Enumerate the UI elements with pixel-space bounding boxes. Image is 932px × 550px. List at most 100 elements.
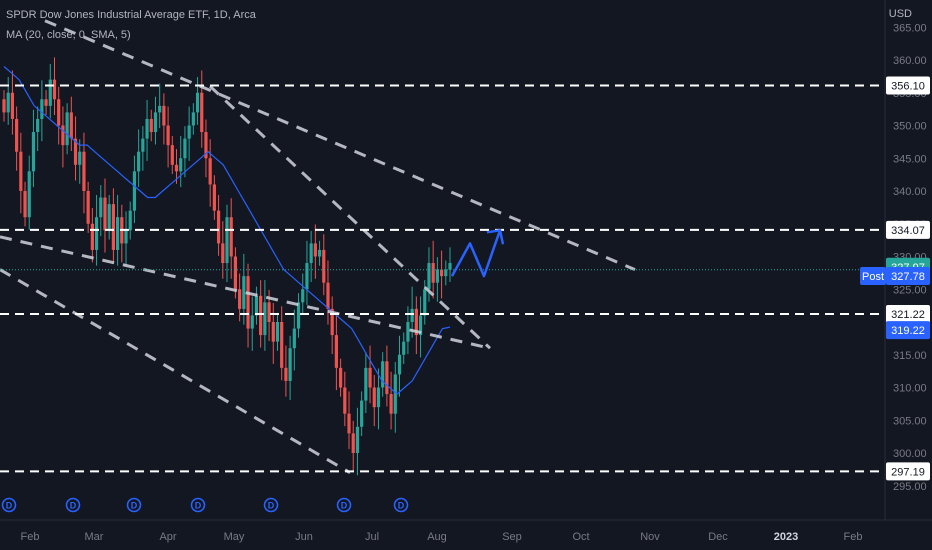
candle-body [309,243,313,264]
candle-body [343,387,347,414]
candle-body [73,138,78,165]
candle-body [170,145,174,165]
candle-body [48,79,52,106]
candle-body [128,210,132,231]
time-tick-label: 2023 [774,531,798,543]
dividend-marker[interactable] [1,497,17,513]
trend-line[interactable] [0,268,351,474]
price-tick-label: 310.00 [893,383,927,395]
price-tick-label: 315.00 [893,350,927,362]
candle-body [82,151,86,191]
price-tick-label: 360.00 [893,55,927,67]
dividend-marker-label: D [70,501,77,511]
post-price-label: 327.78 [891,271,925,283]
projection-path[interactable] [450,229,502,278]
price-tick-label: 340.00 [893,186,927,198]
candle-body [254,295,259,316]
candle-body [296,302,301,329]
candle-body [158,105,162,113]
candle-body [448,263,452,270]
candle-body [65,112,69,146]
candle-body [78,151,82,165]
candle-body [216,210,221,244]
candle-body [326,282,330,309]
trend-line[interactable] [208,85,492,350]
candle-body [116,217,120,250]
candle-body [238,289,242,309]
candle-body [149,118,153,133]
time-tick-label: Dec [708,531,728,543]
level-price-tag [886,76,930,95]
time-tick-label: Jun [295,531,313,543]
candle-body [200,92,204,133]
candle-body [360,400,364,427]
candle-body [86,191,90,224]
candle-body [347,413,351,434]
price-tick-label: 305.00 [893,415,927,427]
candle-body [397,354,402,375]
post-badge-label: Post [862,271,884,283]
projection-arrowhead [486,229,505,245]
candle-body [406,322,410,342]
candle-body [305,263,309,290]
candle-body [376,387,381,408]
candle-body [267,302,271,322]
candle-body [19,151,23,191]
candle-body [40,99,44,119]
candle-body [23,191,27,218]
candle-body [229,217,233,257]
candle-body [162,105,166,126]
price-tick-label: 300.00 [893,448,927,460]
candle-body [414,308,418,336]
candle-body [187,125,191,139]
candle-body [334,335,338,368]
candle-body [99,197,103,218]
candle-body [132,171,137,211]
candle-body [36,118,40,133]
dividend-marker[interactable] [65,497,81,513]
time-tick-label: May [224,531,245,543]
ma-indicator-legend[interactable]: MA (20, close, 0, SMA, 5) [6,29,131,41]
candle-body [418,315,423,336]
candle-body [263,302,267,336]
candle-body [410,308,414,322]
candle-body [427,263,431,290]
chart-legend-title[interactable]: SPDR Dow Jones Industrial Average ETF, 1… [6,9,256,21]
candle-body [355,426,360,453]
candle-body [292,328,296,349]
candle-body [191,112,195,126]
candle-body [166,125,170,146]
candle-body [250,315,254,329]
dividend-marker[interactable] [336,497,352,513]
candle-body [90,223,94,250]
trend-line[interactable] [44,19,636,271]
dividend-marker-label: D [398,501,405,511]
time-tick-label: Jul [365,531,379,543]
dividend-marker[interactable] [190,497,206,513]
candle-body [179,158,183,172]
post-badge [860,267,886,286]
dividend-marker[interactable] [126,497,142,513]
candle-body [439,269,444,277]
candle-body [313,243,317,257]
candle-body [145,118,149,139]
candle-body [44,99,48,106]
dividend-marker-label: D [131,501,138,511]
price-tick-label: 325.00 [893,284,927,296]
ma-price-label: 319.22 [891,325,925,337]
dividend-marker[interactable] [393,497,409,513]
dividend-marker[interactable] [263,497,279,513]
candle-body [27,171,31,218]
price-tick-label: 295.00 [893,481,927,493]
currency-label: USD [888,8,912,20]
candle-body [339,367,343,388]
candle-body [111,204,115,250]
candle-body [322,249,326,283]
level-price-label: 334.07 [891,225,925,237]
level-price-label: 356.10 [891,81,925,93]
candle-body [10,92,15,119]
price-tick-label: 350.00 [893,121,927,133]
